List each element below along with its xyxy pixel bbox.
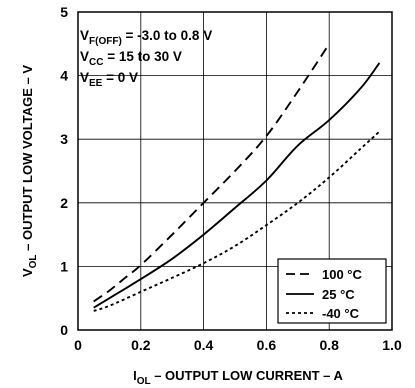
- x-tick-label: 0.8: [319, 337, 339, 353]
- condition-annotations: VF(OFF) = -3.0 to 0.8 V VCC = 15 to 30 V…: [80, 28, 212, 89]
- legend-label-minus40c: -40 °C: [322, 306, 360, 321]
- plot-frame: [77, 11, 393, 331]
- y-tick-label: 3: [60, 131, 68, 147]
- y-axis-label: VOL – OUTPUT LOW VOLTAGE – V: [20, 65, 39, 277]
- y-tick-label: 4: [60, 68, 68, 84]
- y-tick-label: 1: [60, 258, 68, 274]
- legend: 100 °C 25 °C -40 °C: [277, 258, 387, 324]
- series-lines: [93, 43, 381, 312]
- legend-box: [277, 258, 387, 324]
- series-line-25c: [93, 62, 381, 309]
- x-tick-label: 1.0: [382, 337, 402, 353]
- x-tick-label: 0.2: [131, 337, 151, 353]
- x-tick-label: 0.6: [257, 337, 277, 353]
- annotation-vee: VEE = 0 V: [80, 70, 138, 89]
- y-tick-label: 5: [60, 4, 68, 20]
- x-tick-label: 0.4: [194, 337, 214, 353]
- legend-label-100c: 100 °C: [322, 267, 363, 282]
- y-tick-label: 2: [60, 195, 68, 211]
- axis-ticks: 0 0.2 0.4 0.6 0.8 1.0 0 1 2 3 4 5: [60, 4, 402, 353]
- x-tick-label: 0: [74, 337, 82, 353]
- annotation-vfoff: VF(OFF) = -3.0 to 0.8 V: [80, 28, 212, 47]
- x-axis-label: IOL – OUTPUT LOW CURRENT – A: [133, 368, 343, 387]
- legend-label-25c: 25 °C: [322, 287, 355, 302]
- annotation-vcc: VCC = 15 to 30 V: [80, 49, 182, 68]
- y-tick-label: 0: [60, 322, 68, 338]
